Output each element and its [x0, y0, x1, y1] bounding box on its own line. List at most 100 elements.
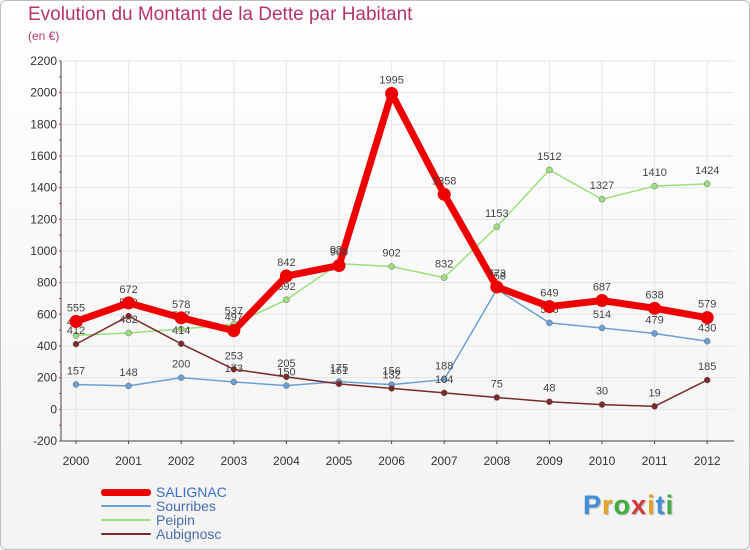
data-point-aubignosc [493, 394, 501, 401]
y-tick-label: 600 [37, 307, 57, 321]
data-point-salignac [174, 311, 188, 325]
data-point-sourribes [703, 338, 711, 345]
data-point-sourribes [177, 374, 185, 381]
x-tick-label: 2001 [115, 454, 142, 468]
data-label-salignac: 842 [277, 257, 295, 269]
data-point-peipin [177, 325, 185, 333]
data-point-peipin [598, 195, 606, 203]
legend-swatch [101, 519, 151, 521]
data-point-aubignosc [230, 366, 238, 373]
x-tick-label: 2010 [589, 454, 616, 468]
data-label-aubignosc: 161 [330, 365, 348, 377]
data-point-aubignosc [598, 401, 606, 408]
logo-letter: o [613, 490, 632, 520]
data-label-aubignosc: 75 [491, 378, 503, 390]
data-point-sourribes [598, 324, 606, 332]
data-label-peipin: 1410 [642, 167, 666, 179]
logo-letter: x [631, 490, 648, 520]
x-tick-label: 2009 [536, 454, 563, 468]
data-point-aubignosc [125, 312, 132, 320]
data-point-salignac [227, 324, 241, 338]
logo-letter: P [583, 490, 603, 520]
data-point-aubignosc [440, 389, 448, 397]
data-label-salignac: 773 [488, 268, 506, 280]
legend-swatch [101, 489, 151, 496]
data-label-sourribes: 156 [382, 366, 400, 378]
legend-item-aubignosc: Aubignosc [101, 527, 281, 541]
data-label-aubignosc: 205 [277, 358, 295, 370]
data-point-aubignosc [177, 340, 185, 348]
data-label-sourribes: 514 [593, 309, 611, 321]
data-point-sourribes [72, 381, 80, 388]
y-tick-label: 1200 [30, 212, 57, 226]
x-tick-label: 2005 [326, 454, 353, 468]
data-point-salignac [69, 314, 83, 328]
logo-letter: i [665, 490, 675, 520]
x-tick-label: 2000 [63, 454, 90, 468]
data-label-aubignosc: 104 [435, 374, 453, 386]
data-label-peipin: 1512 [537, 151, 561, 163]
legend-item-sourribes: Sourribes [101, 499, 281, 513]
data-point-sourribes [230, 378, 238, 386]
data-label-salignac: 578 [172, 299, 190, 311]
data-point-aubignosc [335, 380, 343, 388]
x-tick-label: 2003 [220, 454, 247, 468]
legend-swatch [101, 505, 151, 507]
data-point-peipin [546, 166, 553, 174]
data-point-salignac [595, 294, 609, 308]
data-label-sourribes: 157 [67, 365, 85, 377]
data-label-salignac: 672 [119, 284, 137, 296]
legend-label: Peipin [156, 512, 195, 528]
data-label-sourribes: 148 [119, 367, 137, 379]
data-point-salignac [437, 187, 451, 201]
data-label-salignac: 555 [67, 302, 85, 314]
x-tick-label: 2008 [483, 454, 510, 468]
y-tick-label: 2000 [30, 86, 57, 100]
logo-letter: t [655, 490, 666, 520]
x-tick-label: 2006 [378, 454, 405, 468]
y-tick-label: 1800 [30, 117, 57, 131]
data-label-peipin: 1424 [695, 165, 719, 177]
data-point-peipin [125, 329, 132, 337]
legend-item-peipin: Peipin [101, 513, 281, 527]
data-point-salignac [700, 311, 714, 325]
data-label-sourribes: 175 [330, 363, 348, 375]
x-tick-label: 2011 [642, 454, 668, 468]
data-point-sourribes [283, 382, 290, 389]
data-label-peipin: 832 [435, 259, 453, 271]
y-tick-label: -200 [33, 434, 57, 448]
chart-subtitle: (en €) [28, 29, 60, 43]
data-label-salignac: 908 [330, 247, 348, 259]
data-label-salignac: 1995 [379, 74, 403, 86]
data-point-sourribes [546, 319, 553, 327]
data-label-aubignosc: 185 [698, 361, 716, 373]
data-label-sourribes: 188 [435, 361, 453, 373]
x-tick-label: 2007 [431, 454, 458, 468]
x-tick-label: 2004 [273, 454, 300, 468]
data-point-peipin [388, 263, 395, 270]
data-label-peipin: 537 [225, 305, 243, 317]
data-point-aubignosc [283, 373, 290, 381]
data-point-aubignosc [388, 385, 395, 392]
y-tick-label: 1000 [30, 244, 57, 258]
data-point-sourribes [125, 382, 132, 390]
y-tick-label: 200 [37, 371, 57, 385]
data-point-peipin [440, 274, 448, 281]
data-point-salignac [490, 280, 504, 294]
y-tick-label: 1600 [30, 149, 57, 163]
data-point-aubignosc [703, 376, 711, 384]
data-point-peipin [651, 182, 658, 190]
data-point-salignac [332, 259, 346, 273]
data-point-peipin [283, 296, 290, 304]
data-label-salignac: 687 [593, 282, 611, 294]
proxiti-logo: Proxiti [583, 490, 674, 521]
data-label-salignac: 1358 [432, 175, 456, 187]
data-label-aubignosc: 30 [596, 386, 608, 398]
data-label-aubignosc: 412 [67, 325, 85, 337]
data-point-salignac [122, 296, 136, 310]
data-label-peipin: 1153 [485, 208, 509, 220]
y-tick-label: 0 [50, 402, 57, 416]
data-point-salignac [279, 269, 293, 283]
